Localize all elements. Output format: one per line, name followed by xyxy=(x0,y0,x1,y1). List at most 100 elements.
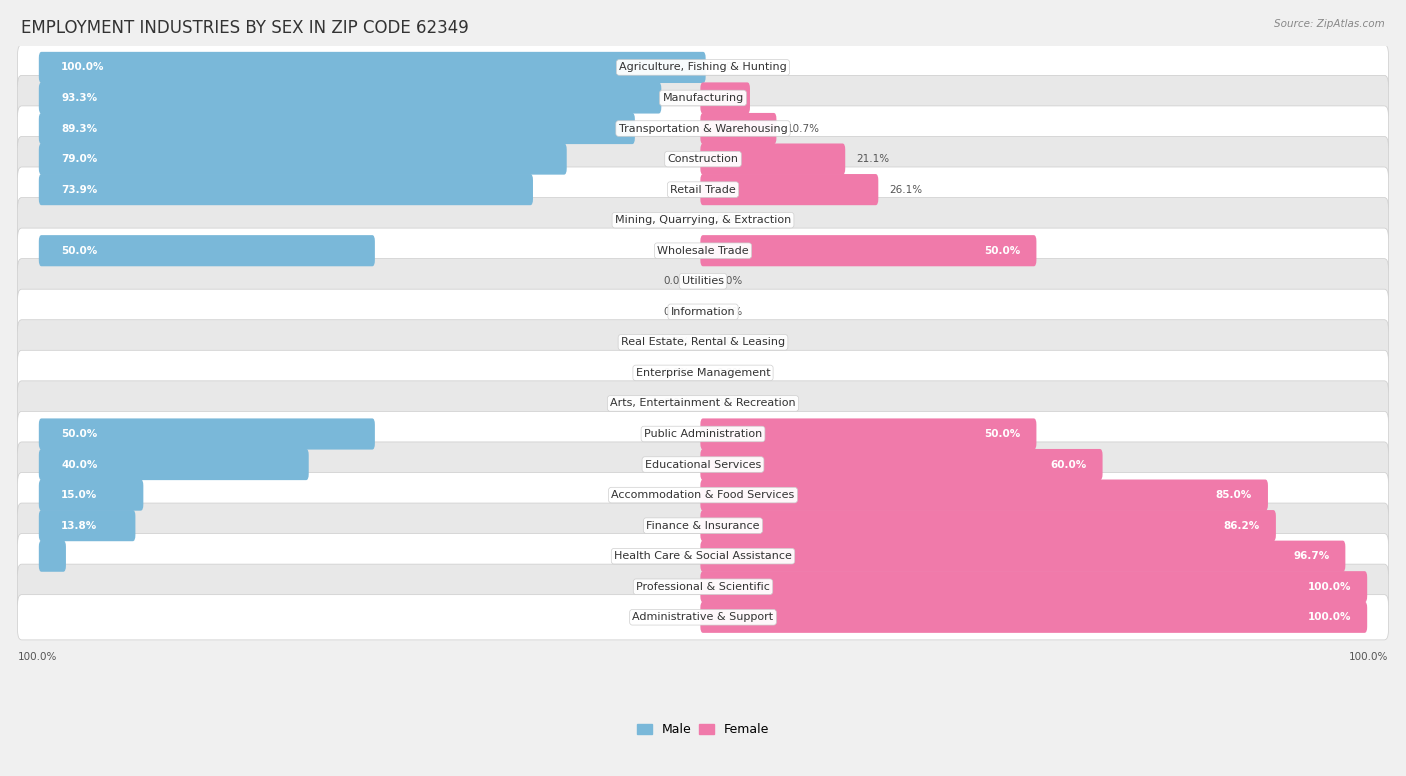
FancyBboxPatch shape xyxy=(18,381,1388,426)
Text: Professional & Scientific: Professional & Scientific xyxy=(636,582,770,592)
Text: 93.3%: 93.3% xyxy=(62,93,97,103)
FancyBboxPatch shape xyxy=(39,449,309,480)
Text: 26.1%: 26.1% xyxy=(889,185,922,195)
Legend: Male, Female: Male, Female xyxy=(631,718,775,741)
Text: 89.3%: 89.3% xyxy=(62,123,97,133)
FancyBboxPatch shape xyxy=(18,442,1388,487)
FancyBboxPatch shape xyxy=(700,449,1102,480)
Text: Retail Trade: Retail Trade xyxy=(671,185,735,195)
FancyBboxPatch shape xyxy=(18,503,1388,548)
Text: Source: ZipAtlas.com: Source: ZipAtlas.com xyxy=(1274,19,1385,29)
Text: Finance & Insurance: Finance & Insurance xyxy=(647,521,759,531)
Text: 0.0%: 0.0% xyxy=(664,398,690,408)
FancyBboxPatch shape xyxy=(18,258,1388,304)
Text: 15.0%: 15.0% xyxy=(62,490,97,500)
FancyBboxPatch shape xyxy=(18,198,1388,243)
FancyBboxPatch shape xyxy=(700,82,749,113)
Text: 0.0%: 0.0% xyxy=(716,398,742,408)
Text: Accommodation & Food Services: Accommodation & Food Services xyxy=(612,490,794,500)
Text: 3.3%: 3.3% xyxy=(664,551,690,561)
Text: 100.0%: 100.0% xyxy=(1308,582,1351,592)
FancyBboxPatch shape xyxy=(18,594,1388,640)
FancyBboxPatch shape xyxy=(18,137,1388,182)
Text: 85.0%: 85.0% xyxy=(1216,490,1253,500)
Text: 100.0%: 100.0% xyxy=(18,652,58,662)
Text: 10.7%: 10.7% xyxy=(787,123,820,133)
Text: Health Care & Social Assistance: Health Care & Social Assistance xyxy=(614,551,792,561)
Text: 50.0%: 50.0% xyxy=(62,246,97,256)
Text: 100.0%: 100.0% xyxy=(1348,652,1388,662)
FancyBboxPatch shape xyxy=(39,144,567,175)
Text: 100.0%: 100.0% xyxy=(62,62,105,72)
Text: 0.0%: 0.0% xyxy=(664,582,690,592)
FancyBboxPatch shape xyxy=(18,167,1388,212)
Text: 96.7%: 96.7% xyxy=(1294,551,1330,561)
FancyBboxPatch shape xyxy=(39,480,143,511)
FancyBboxPatch shape xyxy=(18,45,1388,90)
FancyBboxPatch shape xyxy=(39,510,135,541)
Text: Construction: Construction xyxy=(668,154,738,164)
FancyBboxPatch shape xyxy=(700,541,1346,572)
Text: 73.9%: 73.9% xyxy=(62,185,97,195)
Text: Agriculture, Fishing & Hunting: Agriculture, Fishing & Hunting xyxy=(619,62,787,72)
Text: Enterprise Management: Enterprise Management xyxy=(636,368,770,378)
FancyBboxPatch shape xyxy=(700,174,879,205)
FancyBboxPatch shape xyxy=(39,174,533,205)
Text: 50.0%: 50.0% xyxy=(62,429,97,439)
Text: 50.0%: 50.0% xyxy=(984,246,1021,256)
Text: 0.0%: 0.0% xyxy=(716,368,742,378)
Text: 60.0%: 60.0% xyxy=(1050,459,1087,469)
Text: Mining, Quarrying, & Extraction: Mining, Quarrying, & Extraction xyxy=(614,215,792,225)
Text: 100.0%: 100.0% xyxy=(1308,612,1351,622)
Text: Public Administration: Public Administration xyxy=(644,429,762,439)
FancyBboxPatch shape xyxy=(700,235,1036,266)
Text: EMPLOYMENT INDUSTRIES BY SEX IN ZIP CODE 62349: EMPLOYMENT INDUSTRIES BY SEX IN ZIP CODE… xyxy=(21,19,468,37)
Text: Wholesale Trade: Wholesale Trade xyxy=(657,246,749,256)
Text: 0.0%: 0.0% xyxy=(716,338,742,348)
Text: 50.0%: 50.0% xyxy=(984,429,1021,439)
Text: Real Estate, Rental & Leasing: Real Estate, Rental & Leasing xyxy=(621,338,785,348)
FancyBboxPatch shape xyxy=(700,113,776,144)
Text: 0.0%: 0.0% xyxy=(716,307,742,317)
Text: 0.0%: 0.0% xyxy=(664,215,690,225)
Text: Transportation & Warehousing: Transportation & Warehousing xyxy=(619,123,787,133)
FancyBboxPatch shape xyxy=(18,473,1388,518)
FancyBboxPatch shape xyxy=(700,571,1367,602)
Text: Administrative & Support: Administrative & Support xyxy=(633,612,773,622)
Text: Utilities: Utilities xyxy=(682,276,724,286)
FancyBboxPatch shape xyxy=(18,564,1388,609)
Text: 0.0%: 0.0% xyxy=(716,276,742,286)
FancyBboxPatch shape xyxy=(700,601,1367,633)
FancyBboxPatch shape xyxy=(39,418,375,449)
FancyBboxPatch shape xyxy=(18,106,1388,151)
Text: 0.0%: 0.0% xyxy=(716,62,742,72)
Text: 0.0%: 0.0% xyxy=(664,307,690,317)
FancyBboxPatch shape xyxy=(700,418,1036,449)
FancyBboxPatch shape xyxy=(18,320,1388,365)
FancyBboxPatch shape xyxy=(39,82,661,113)
Text: 40.0%: 40.0% xyxy=(62,459,97,469)
Text: 0.0%: 0.0% xyxy=(664,276,690,286)
FancyBboxPatch shape xyxy=(39,541,66,572)
FancyBboxPatch shape xyxy=(18,289,1388,334)
FancyBboxPatch shape xyxy=(18,534,1388,579)
FancyBboxPatch shape xyxy=(700,144,845,175)
Text: 0.0%: 0.0% xyxy=(664,368,690,378)
Text: Manufacturing: Manufacturing xyxy=(662,93,744,103)
Text: 6.7%: 6.7% xyxy=(716,93,742,103)
Text: Educational Services: Educational Services xyxy=(645,459,761,469)
Text: 0.0%: 0.0% xyxy=(716,215,742,225)
FancyBboxPatch shape xyxy=(18,411,1388,456)
Text: Information: Information xyxy=(671,307,735,317)
FancyBboxPatch shape xyxy=(18,75,1388,120)
FancyBboxPatch shape xyxy=(18,350,1388,396)
FancyBboxPatch shape xyxy=(700,480,1268,511)
Text: 0.0%: 0.0% xyxy=(664,612,690,622)
Text: 21.1%: 21.1% xyxy=(856,154,889,164)
Text: 79.0%: 79.0% xyxy=(62,154,97,164)
Text: Arts, Entertainment & Recreation: Arts, Entertainment & Recreation xyxy=(610,398,796,408)
FancyBboxPatch shape xyxy=(39,113,636,144)
Text: 0.0%: 0.0% xyxy=(664,338,690,348)
FancyBboxPatch shape xyxy=(18,228,1388,273)
FancyBboxPatch shape xyxy=(39,235,375,266)
